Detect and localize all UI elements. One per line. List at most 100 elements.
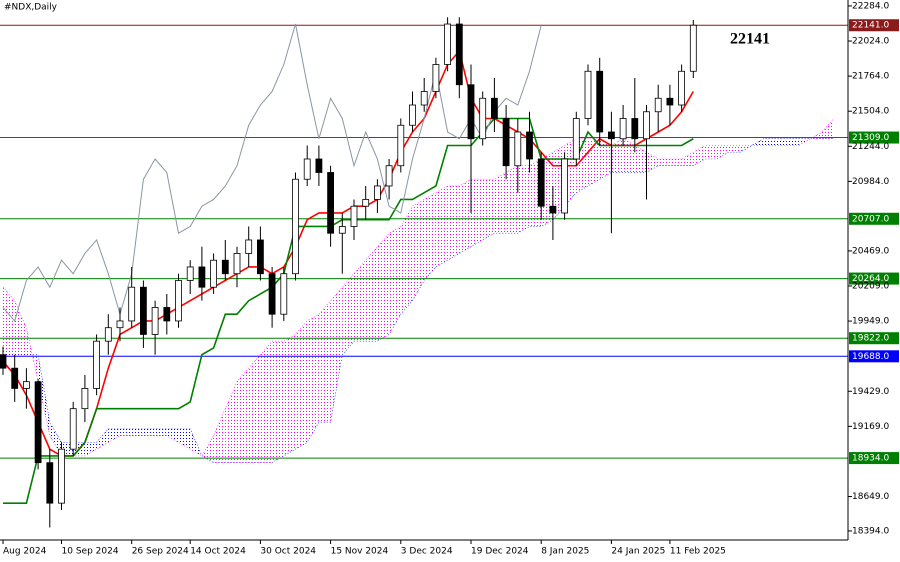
cloud-segment — [459, 179, 471, 254]
cloud-segment — [681, 152, 694, 166]
cloud-segment — [225, 381, 237, 463]
candle-body — [58, 448, 65, 504]
cloud-segment — [354, 260, 366, 342]
cloud-segment — [588, 138, 600, 186]
candle-body — [256, 239, 264, 275]
candle-body — [537, 158, 545, 207]
cloud-segment — [705, 145, 717, 159]
cloud-segment — [365, 246, 378, 342]
levels: 22141.0 21309.0 20707.0 20264.0 19822.0 19688… — [0, 19, 899, 465]
cloud-segment — [623, 138, 635, 173]
candle-body — [572, 118, 580, 160]
candle-body — [210, 259, 218, 288]
candle-body — [46, 462, 54, 504]
cloud-segment — [248, 354, 261, 463]
x-tick-label: 19 Dec 2024 — [471, 547, 529, 557]
cloud-segment — [494, 172, 507, 234]
chart-title: #NDX,Daily — [4, 3, 58, 13]
cloud-segment — [131, 428, 144, 436]
candle-body — [526, 131, 533, 160]
candle-body — [479, 97, 487, 140]
candle-body — [549, 205, 557, 214]
cloud-segment — [751, 138, 764, 146]
cloud-segment — [120, 428, 132, 436]
indicator-line — [2, 23, 542, 322]
level-label: 21309.0 — [852, 133, 889, 143]
y-tick-label: 18394.0 — [852, 526, 889, 536]
x-tick-label: 11 Feb 2025 — [670, 547, 726, 557]
candle-body — [643, 111, 650, 140]
cloud-segment — [3, 287, 15, 355]
y-tick-label: 20469.0 — [852, 246, 889, 256]
cloud-segment — [377, 233, 390, 342]
cloud-edge — [2, 118, 834, 457]
level-label: 19688.0 — [852, 352, 889, 362]
cloud-segment — [412, 199, 425, 301]
cloud-edge — [3, 138, 834, 463]
candle-body — [245, 239, 253, 254]
cloud-segment — [435, 185, 448, 267]
y-tick-label: 18649.0 — [852, 492, 889, 502]
cloud-segment — [342, 273, 354, 355]
cloud-segment — [108, 428, 120, 443]
cloud-segment — [400, 206, 413, 315]
cloud-segment — [272, 341, 284, 463]
axes: 22284.0 22024.0 21764.0 21504.0 21244.0 20984… — [0, 0, 889, 557]
candle-body — [467, 84, 475, 140]
candle-body — [198, 266, 206, 288]
candle-body — [619, 118, 627, 140]
candle-body — [303, 158, 311, 180]
candle-body — [385, 165, 393, 187]
candle-body — [151, 307, 159, 335]
cloud-segment — [389, 226, 401, 335]
candle-body — [315, 158, 323, 173]
candle-body — [104, 327, 112, 342]
level-tag — [849, 19, 899, 32]
cloud — [2, 118, 834, 463]
candle-body — [280, 273, 288, 315]
candle-body — [186, 266, 194, 281]
cloud-segment — [237, 368, 249, 463]
y-tick-label: 20209.0 — [852, 281, 889, 291]
candle-body — [163, 307, 171, 322]
y-tick-label: 22284.0 — [852, 1, 889, 11]
level-tag — [849, 350, 899, 363]
price-annotation: 22141 — [730, 31, 770, 48]
cloud-segment — [96, 428, 109, 450]
cloud-segment — [822, 118, 834, 139]
candle-body — [432, 64, 440, 92]
x-tick-label: 8 Jan 2025 — [541, 547, 589, 557]
candle-body — [22, 381, 30, 389]
cloud-segment — [658, 158, 670, 166]
candle-body — [373, 185, 381, 200]
level-label: 19822.0 — [852, 334, 889, 344]
cloud-segment — [178, 428, 191, 450]
cloud-segment — [295, 320, 308, 450]
cloud-segment — [763, 138, 776, 146]
candle-body — [338, 226, 346, 234]
candle-body — [654, 97, 662, 113]
cloud-segment — [506, 165, 518, 234]
candle-body — [327, 172, 335, 234]
cloud-segment — [155, 428, 167, 436]
candle-body — [608, 131, 615, 140]
cloud-segment — [330, 287, 343, 423]
candle-body — [116, 320, 124, 329]
cloud-segment — [166, 428, 179, 443]
cloud-segment — [471, 179, 483, 247]
candle-body — [689, 24, 697, 72]
cloud-segment — [424, 192, 436, 281]
cloud-segment — [260, 341, 273, 463]
candle-body — [11, 367, 19, 389]
level-label: 18934.0 — [852, 454, 889, 464]
x-tick-label: 26 Sep 2024 — [132, 547, 189, 557]
candle-body — [34, 381, 42, 464]
cloud-segment — [38, 354, 50, 436]
cloud-segment — [646, 152, 659, 173]
level-tag — [849, 332, 899, 345]
cloud-segment — [482, 179, 495, 240]
cloud-segment — [669, 158, 682, 166]
candle-body — [444, 23, 452, 65]
candle-body — [175, 280, 182, 322]
